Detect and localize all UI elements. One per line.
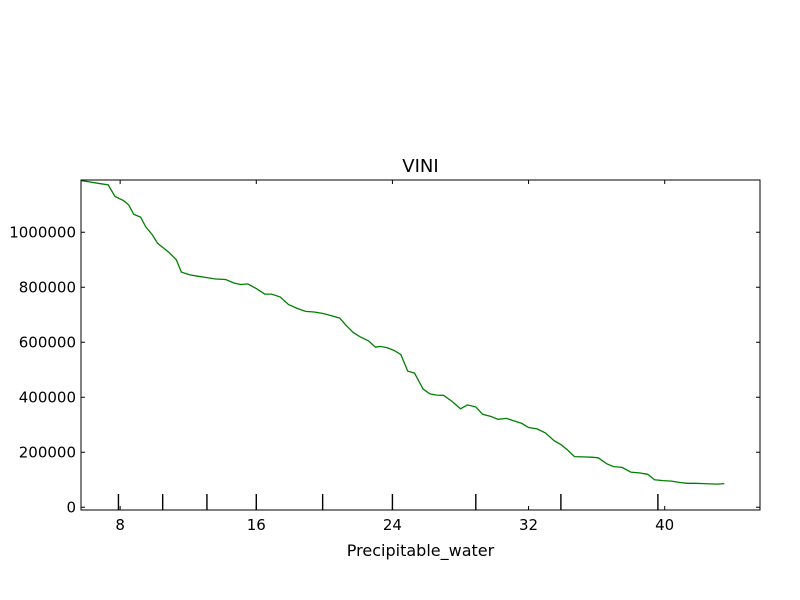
y-tick-label: 400000 <box>19 388 76 406</box>
plot-frame <box>80 179 761 511</box>
plot-area <box>81 180 725 485</box>
x-tick-label: 32 <box>519 516 538 534</box>
x-tick-label: 8 <box>115 516 125 534</box>
x-tick-label: 16 <box>247 516 266 534</box>
y-tick-label: 200000 <box>19 443 76 461</box>
series-line-0 <box>81 180 725 485</box>
chart-title: VINI <box>402 156 438 177</box>
y-tick-label: 600000 <box>19 333 76 351</box>
axis-ticks: 8 16 24 32 40 0 200000 400000 600000 800000 100000… <box>9 180 760 534</box>
y-tick-label: 1000000 <box>9 223 76 241</box>
x-axis-label: Precipitable_water <box>347 541 495 561</box>
x-tick-label: 24 <box>383 516 402 534</box>
rug-ticks <box>117 494 659 510</box>
y-tick-label: 0 <box>66 498 76 516</box>
y-tick-label: 800000 <box>19 278 76 296</box>
x-tick-label: 40 <box>655 516 674 534</box>
